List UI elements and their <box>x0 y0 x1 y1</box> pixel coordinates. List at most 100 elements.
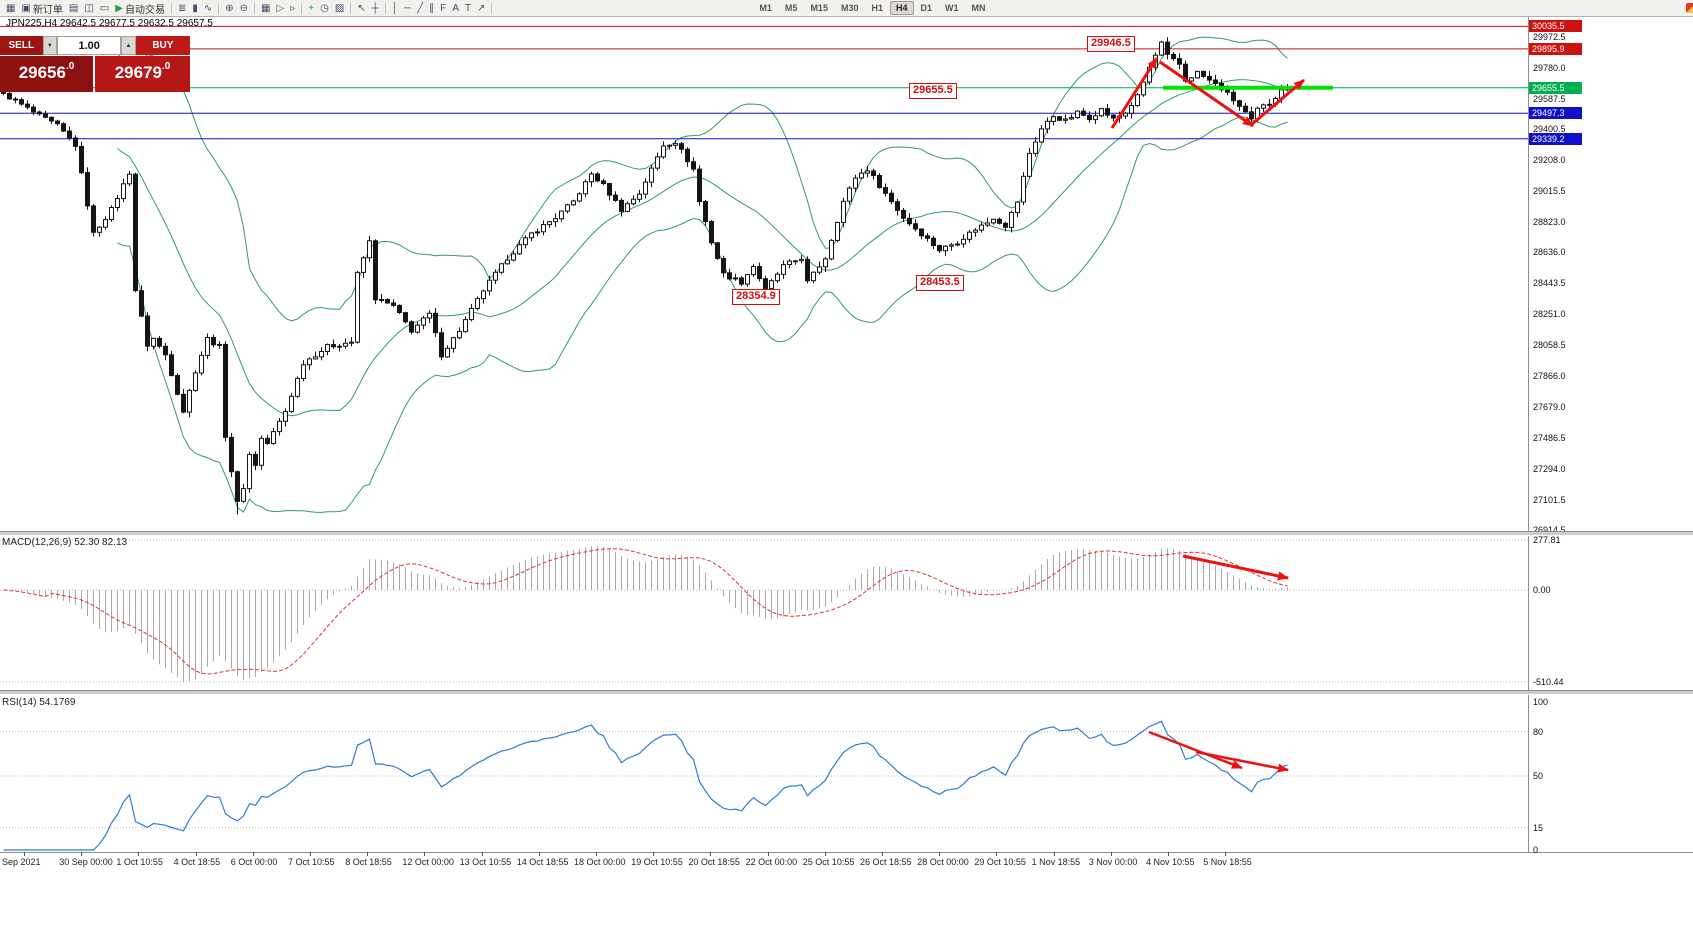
price-axis-label: 29208.0 <box>1533 154 1566 165</box>
timeframe-button-m1[interactable]: M1 <box>759 3 772 13</box>
volume-up-button[interactable]: ▲ <box>121 36 136 55</box>
macd-indicator-chart[interactable] <box>0 535 1528 691</box>
time-axis-label: 6 Oct 00:00 <box>230 857 278 867</box>
timeframe-button-m5[interactable]: M5 <box>784 3 798 13</box>
rsi-axis-label: 80 <box>1533 726 1544 737</box>
trendline-icon: ╱ <box>417 2 424 14</box>
label-icon[interactable]: T <box>462 1 474 16</box>
timeframe-button-h4[interactable]: H4 <box>889 1 914 15</box>
price-axis-label: 28443.5 <box>1533 278 1566 289</box>
indicators-add-icon[interactable]: + <box>305 1 317 16</box>
hline-icon[interactable]: ─ <box>401 1 414 16</box>
shapes-icon[interactable]: ↗ <box>474 1 488 16</box>
zoom-in-icon: ⊕ <box>225 2 234 14</box>
trendline-icon[interactable]: ╱ <box>414 1 426 16</box>
bar-chart-icon[interactable]: ≣ <box>175 1 189 16</box>
market-watch-icon: ▤ <box>68 2 79 14</box>
time-axis-label: 1 Oct 10:55 <box>116 857 163 867</box>
rsi-axis-label: 0 <box>1533 845 1539 855</box>
price-axis-label: 26914.5 <box>1533 524 1566 535</box>
tile-windows-icon[interactable]: ▦ <box>258 1 273 16</box>
time-axis-tick <box>1225 852 1227 856</box>
price-axis-label: 28823.0 <box>1533 217 1566 227</box>
time-axis-tick <box>538 852 540 856</box>
sell-button[interactable]: SELL <box>0 36 43 55</box>
price-callout: 28453.5 <box>916 275 964 291</box>
terminal-icon[interactable]: ▭ <box>97 1 112 16</box>
volume-input[interactable]: 1.00 <box>57 36 122 55</box>
line-chart-icon[interactable]: ∿ <box>201 1 215 16</box>
new-order-button[interactable]: ▣ 新订单 <box>18 1 65 16</box>
vline-icon[interactable]: │ <box>389 1 401 16</box>
timeframe-button-d1[interactable]: D1 <box>920 3 933 13</box>
time-axis-tick <box>1168 852 1169 856</box>
time-axis-tick <box>767 852 769 856</box>
price-axis-label: 28058.5 <box>1533 340 1566 351</box>
auto-scroll-icon[interactable]: ▷ <box>274 1 288 16</box>
timeframe-selector: M1 M5 M15 M30 H1 H4 D1 W1 MN <box>753 1 991 15</box>
fibonacci-icon[interactable]: F <box>437 1 449 16</box>
navigator-icon[interactable]: ◫ <box>81 1 96 16</box>
time-axis-label: 22 Oct 00:00 <box>745 857 798 867</box>
toolbar-separator <box>491 2 493 14</box>
time-axis-label: 3 Nov 00:00 <box>1088 857 1138 867</box>
text-icon: A <box>452 2 459 14</box>
price-tag: 30035.5 <box>1529 20 1582 33</box>
text-icon[interactable]: A <box>449 1 462 16</box>
time-axis-label: 14 Oct 18:55 <box>516 857 569 867</box>
time-axis-label: Sep 2021 <box>2 857 41 867</box>
channel-icon[interactable]: ∥ <box>426 1 437 16</box>
price-axis-label: 28636.0 <box>1533 247 1566 258</box>
hline-icon: ─ <box>404 2 412 14</box>
timeframe-button-m30[interactable]: M30 <box>840 3 859 13</box>
templates-icon[interactable]: ▨ <box>332 1 347 16</box>
toolbar-separator <box>254 2 256 14</box>
volume-down-button[interactable]: ▼ <box>42 36 58 55</box>
time-axis-tick <box>653 852 655 856</box>
timeframe-button-w1[interactable]: W1 <box>945 3 959 13</box>
zoom-in-icon[interactable]: ⊕ <box>222 1 236 16</box>
chart-shift-icon[interactable]: ▹ <box>287 1 298 16</box>
price-axis-label: 27679.0 <box>1533 401 1566 412</box>
buy-button[interactable]: BUY <box>135 36 191 55</box>
candlestick-chart-icon[interactable]: ▮ <box>189 1 201 16</box>
status-icon[interactable] <box>1686 3 1693 13</box>
toolbar-separator <box>170 2 172 14</box>
buy-price[interactable]: 29679.0 <box>95 56 190 92</box>
time-axis-label: 29 Oct 10:55 <box>974 857 1026 867</box>
time-axis-tick <box>138 852 140 856</box>
time-axis-label: 20 Oct 18:55 <box>688 857 740 867</box>
price-axis-border <box>1528 16 1529 852</box>
time-axis-border <box>0 852 1693 853</box>
channel-icon: ∥ <box>429 2 435 14</box>
price-callout: 29655.5 <box>909 83 957 99</box>
auto-trading-button[interactable]: ▶ 自动交易 <box>112 1 168 16</box>
new-chart-icon[interactable]: ▦ <box>3 1 18 16</box>
timeframe-button-m15[interactable]: M15 <box>810 3 828 13</box>
timeframe-button-h1[interactable]: H1 <box>871 3 883 13</box>
price-axis-label: 27486.5 <box>1533 432 1566 443</box>
main-price-chart[interactable] <box>0 16 1528 532</box>
price-axis-label: 29780.0 <box>1533 62 1566 73</box>
price-tag: 29339.2 <box>1529 132 1582 145</box>
time-axis-tick <box>481 852 483 856</box>
timeframe-button-mn[interactable]: MN <box>971 3 986 13</box>
sell-price[interactable]: 29656.0 <box>0 56 93 92</box>
panel-separator-macd[interactable] <box>0 531 1693 536</box>
crosshair-icon[interactable]: ┼ <box>369 1 382 16</box>
periods-icon[interactable]: ◷ <box>317 1 332 16</box>
periods-icon: ◷ <box>320 2 329 14</box>
tile-windows-icon: ▦ <box>261 2 271 14</box>
time-axis: Sep 2021 30 Sep 00:00 1 Oct 10:55 4 Oct 18:… <box>0 852 1528 876</box>
navigator-icon: ◫ <box>84 2 94 14</box>
rsi-indicator-chart[interactable] <box>0 694 1528 852</box>
zoom-out-icon[interactable]: ⊖ <box>237 1 251 16</box>
macd-axis-label: 277.81 <box>1533 535 1561 545</box>
time-axis-label: 25 Oct 10:55 <box>802 857 855 867</box>
market-watch-icon[interactable]: ▤ <box>66 1 81 16</box>
time-axis-label: 12 Oct 00:00 <box>402 857 454 867</box>
cursor-icon[interactable]: ↖ <box>354 1 368 16</box>
price-axis-label: 27101.5 <box>1533 494 1566 505</box>
panel-separator-rsi[interactable] <box>0 690 1693 695</box>
